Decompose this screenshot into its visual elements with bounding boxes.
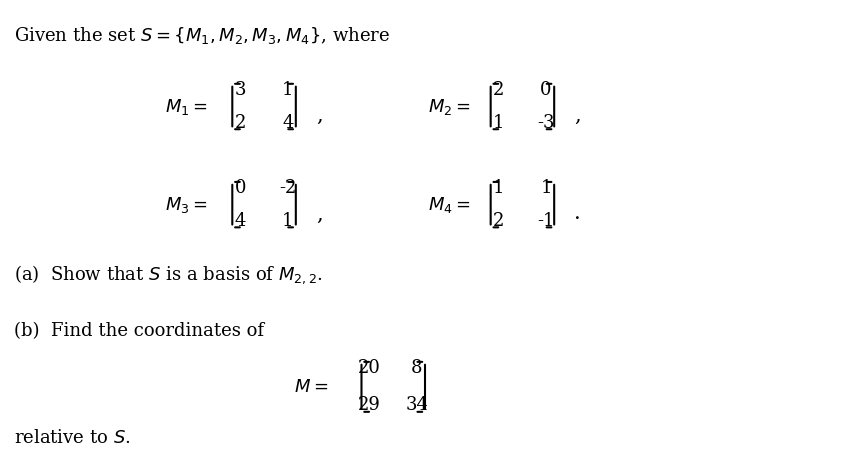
- Text: 1: 1: [540, 179, 552, 197]
- Text: relative to $S$.: relative to $S$.: [15, 429, 131, 447]
- Text: $M_1 = $: $M_1 = $: [165, 96, 208, 117]
- Text: $M = $: $M = $: [295, 378, 328, 396]
- Text: $M_3 = $: $M_3 = $: [165, 195, 208, 215]
- Text: 2: 2: [493, 81, 505, 99]
- Text: 4: 4: [282, 114, 294, 133]
- Text: -3: -3: [537, 114, 555, 133]
- Text: 1: 1: [493, 179, 505, 197]
- Text: ,: ,: [315, 204, 322, 223]
- Text: 20: 20: [358, 360, 381, 377]
- Text: Given the set $S = \{M_1, M_2, M_3, M_4\}$, where: Given the set $S = \{M_1, M_2, M_3, M_4\…: [15, 25, 391, 46]
- Text: 0: 0: [540, 81, 552, 99]
- Text: $M_2 = $: $M_2 = $: [428, 96, 471, 117]
- Text: 1: 1: [282, 81, 294, 99]
- Text: $M_4 = $: $M_4 = $: [428, 195, 471, 215]
- Text: 34: 34: [405, 396, 429, 415]
- Text: -2: -2: [279, 179, 296, 197]
- Text: 8: 8: [411, 360, 422, 377]
- Text: ,: ,: [315, 106, 322, 125]
- Text: 1: 1: [493, 114, 505, 133]
- Text: (b)  Find the coordinates of: (b) Find the coordinates of: [15, 322, 264, 340]
- Text: ,: ,: [574, 106, 581, 125]
- Text: 2: 2: [235, 114, 246, 133]
- Text: 2: 2: [493, 212, 505, 230]
- Text: 1: 1: [282, 212, 294, 230]
- Text: 0: 0: [235, 179, 246, 197]
- Text: .: .: [574, 204, 581, 223]
- Text: -1: -1: [537, 212, 555, 230]
- Text: 3: 3: [235, 81, 246, 99]
- Text: (a)  Show that $S$ is a basis of $M_{2,2}$.: (a) Show that $S$ is a basis of $M_{2,2}…: [15, 263, 323, 286]
- Text: 4: 4: [235, 212, 246, 230]
- Text: 29: 29: [358, 396, 381, 415]
